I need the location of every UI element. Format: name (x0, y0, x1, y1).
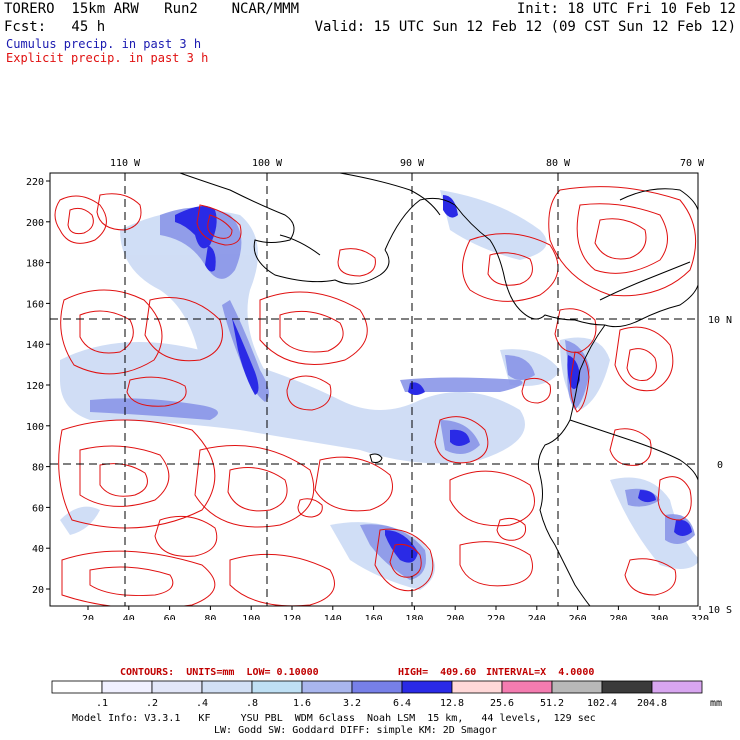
y-tick-label: 40 (32, 544, 44, 555)
colorbar-swatch (401, 680, 453, 694)
longitude-label: 70 W (680, 158, 705, 169)
x-tick-label: 120 (283, 614, 301, 620)
latitude-label: 10 S (708, 605, 732, 616)
colorbar-label: .8 (246, 698, 258, 709)
x-tick-label: 140 (324, 614, 342, 620)
coastline (179, 173, 698, 606)
colorbar-swatch (551, 680, 603, 694)
longitude-label: 110 W (110, 158, 141, 169)
colorbar-label: 6.4 (393, 698, 411, 709)
colorbar-swatch (451, 680, 503, 694)
colorbar-swatch (101, 680, 153, 694)
longitude-label: 100 W (252, 158, 283, 169)
x-tick-label: 60 (164, 614, 176, 620)
latitude-label: 10 N (708, 315, 732, 326)
colorbar-label: 12.8 (440, 698, 464, 709)
x-tick-label: 40 (123, 614, 135, 620)
y-tick-label: 100 (26, 422, 44, 433)
colorbar-label: .2 (146, 698, 158, 709)
colorbar-label: 51.2 (540, 698, 564, 709)
colorbar-label: 25.6 (490, 698, 514, 709)
colorbar-swatch (601, 680, 653, 694)
x-tick-label: 280 (609, 614, 627, 620)
colorbar-label: 102.4 (587, 698, 617, 709)
colorbar-swatch (201, 680, 253, 694)
colorbar-swatch (651, 680, 703, 694)
x-tick-label: 160 (365, 614, 383, 620)
y-tick-label: 180 (26, 259, 44, 270)
longitude-label: 80 W (546, 158, 571, 169)
colorbar: .1.2.4.8 1.6 3.2 6.4 12.8 25.6 51.2 102.4 204.8 … (51, 680, 722, 709)
y-tick-label: 60 (32, 503, 44, 514)
y-tick-label: 220 (26, 177, 44, 188)
colorbar-swatch (51, 680, 103, 694)
contour-units: CONTOURS: UNITS=mm LOW= 0.10000 (120, 667, 319, 678)
longitude-labels: 110 W 100 W 90 W 80 W 70 W (110, 158, 705, 169)
x-tick-label: 20 (82, 614, 94, 620)
model-info-line1: Model Info: V3.3.1 KF YSU PBL WDM 6class… (72, 713, 596, 724)
x-axis: 20 40 60 80 100 120 140 160 180 200 220 240 260 280 30… (82, 606, 709, 620)
explicit-legend: Explicit precip. in past 3 h (6, 51, 209, 65)
y-tick-label: 120 (26, 381, 44, 392)
contour-interval: INTERVAL=X 4.0000 (486, 667, 595, 678)
longitude-label: 90 W (400, 158, 425, 169)
y-axis: 220 200 180 160 140 120 100 80 60 40 20 (26, 177, 50, 596)
cumulus-legend: Cumulus precip. in past 3 h (6, 37, 202, 51)
explicit-precip-contours (54, 186, 697, 606)
colorbar-swatch (351, 680, 403, 694)
latitude-labels: 10 N 0 10 S (708, 315, 732, 616)
colorbar-swatch (151, 680, 203, 694)
x-tick-label: 100 (242, 614, 260, 620)
x-tick-label: 260 (569, 614, 587, 620)
precip-map: 220 200 180 160 140 120 100 80 60 40 20 20 40 60 80 10… (26, 158, 732, 620)
x-tick-label: 80 (204, 614, 216, 620)
y-tick-label: 80 (32, 463, 44, 474)
x-tick-label: 200 (446, 614, 464, 620)
model-info-line2: LW: Godd SW: Goddard DIFF: simple KM: 2D… (214, 725, 497, 736)
forecast-hour: Fcst: 45 h (4, 19, 106, 35)
x-tick-label: 320 (691, 614, 709, 620)
contour-high: HIGH= 409.60 (398, 667, 477, 678)
y-tick-label: 140 (26, 340, 44, 351)
x-tick-label: 240 (528, 614, 546, 620)
lat-lon-grid (50, 173, 698, 606)
y-tick-label: 20 (32, 585, 44, 596)
x-tick-label: 300 (650, 614, 668, 620)
colorbar-label: .1 (96, 698, 108, 709)
colorbar-swatch (251, 680, 303, 694)
init-time: Init: 18 UTC Fri 10 Feb 12 (516, 1, 736, 17)
colorbar-swatch (501, 680, 553, 694)
colorbar-swatch (301, 680, 353, 694)
model-title: TORERO 15km ARW Run2 NCAR/MMM (4, 1, 300, 17)
colorbar-label: 204.8 (637, 698, 667, 709)
colorbar-label: 3.2 (343, 698, 361, 709)
valid-time: Valid: 15 UTC Sun 12 Feb 12 (09 CST Sun … (314, 19, 736, 35)
latitude-label: 0 (717, 460, 723, 471)
y-tick-label: 160 (26, 299, 44, 310)
x-tick-label: 220 (487, 614, 505, 620)
y-tick-label: 200 (26, 218, 44, 229)
colorbar-label: .4 (196, 698, 208, 709)
colorbar-unit: mm (710, 698, 722, 709)
x-tick-label: 180 (405, 614, 423, 620)
colorbar-label: 1.6 (293, 698, 311, 709)
